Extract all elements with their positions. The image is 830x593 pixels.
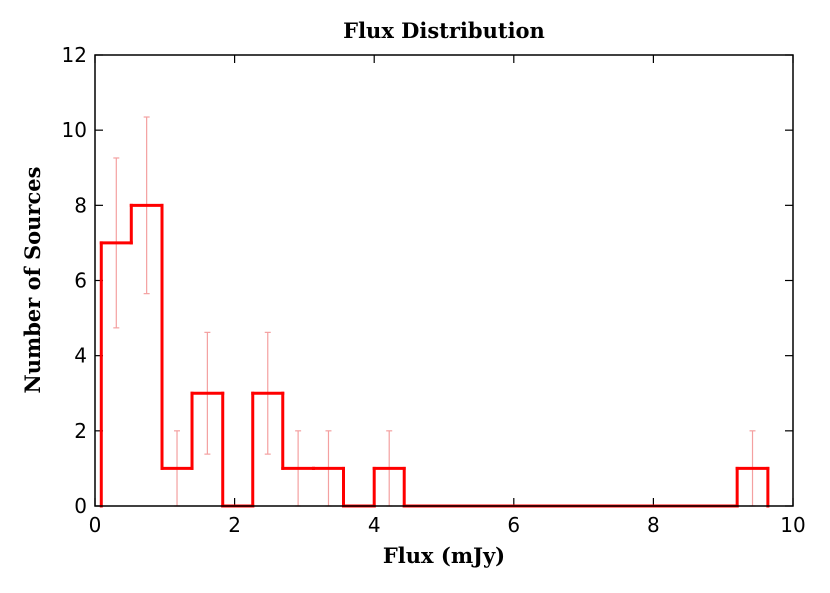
y-axis-label: Number of Sources (20, 167, 45, 394)
y-tick-label: 4 (74, 344, 87, 368)
x-tick-label: 4 (368, 513, 381, 537)
x-tick-label: 8 (647, 513, 660, 537)
x-tick-label: 10 (780, 513, 805, 537)
chart-title: Flux Distribution (343, 18, 545, 43)
y-tick-label: 10 (62, 118, 87, 142)
x-tick-label: 6 (507, 513, 520, 537)
y-tick-label: 8 (74, 193, 87, 217)
x-tick-label: 0 (89, 513, 102, 537)
y-tick-label: 6 (74, 269, 87, 293)
plot-frame (94, 54, 794, 507)
x-tick-label: 2 (228, 513, 241, 537)
x-axis-label: Flux (mJy) (383, 543, 505, 568)
y-tick-label: 2 (74, 419, 87, 443)
y-tick-label: 0 (74, 494, 87, 518)
y-tick-label: 12 (62, 43, 87, 67)
